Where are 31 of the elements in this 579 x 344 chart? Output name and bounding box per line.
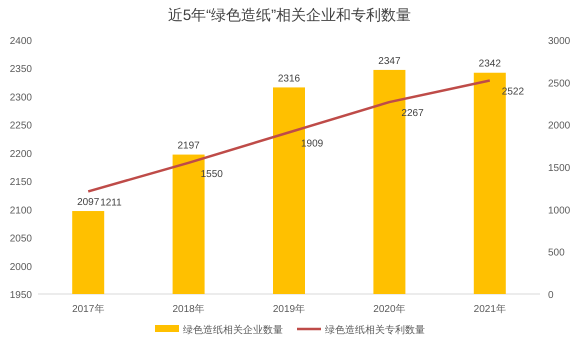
- y-tick-label: 2150: [10, 177, 32, 188]
- y2-tick-label: 500: [548, 248, 566, 259]
- y-tick-label: 1950: [10, 290, 32, 301]
- x-tick-label: 2017年: [72, 303, 104, 315]
- y-tick-label: 2300: [10, 92, 32, 104]
- y-tick-label: 2050: [10, 234, 32, 245]
- y2-tick-label: 3000: [548, 36, 571, 47]
- y2-tick-label: 1500: [548, 163, 571, 174]
- legend-label: 绿色造纸相关专利数量: [325, 324, 425, 336]
- data-label: 2097: [77, 197, 100, 208]
- legend-label: 绿色造纸相关企业数量: [183, 324, 283, 336]
- data-label: 2347: [378, 56, 401, 67]
- data-label: 2197: [177, 140, 200, 152]
- data-label: 2316: [278, 73, 301, 84]
- x-tick-label: 2021年: [474, 303, 506, 315]
- y2-tick-label: 1000: [548, 205, 571, 216]
- x-tick-label: 2019年: [272, 303, 306, 315]
- chart-title: 近5年“绿色造纸”相关企业和专利数量: [168, 7, 412, 24]
- y-tick-label: 2400: [10, 36, 32, 47]
- y-tick-label: 2000: [10, 262, 32, 273]
- x-tick-label: 2020年: [373, 303, 406, 315]
- data-label: 2342: [478, 58, 502, 70]
- y-tick-label: 2250: [10, 120, 32, 132]
- y-tick-label: 2350: [10, 64, 32, 76]
- y-tick-label: 2200: [10, 148, 32, 160]
- y2-tick-label: 2000: [548, 120, 571, 132]
- data-label: 1211: [100, 197, 122, 208]
- x-tick-label: 2018年: [172, 303, 205, 315]
- y2-tick-label: 0: [548, 290, 554, 301]
- y2-tick-label: 2500: [548, 78, 571, 90]
- y-tick-label: 2100: [10, 205, 32, 216]
